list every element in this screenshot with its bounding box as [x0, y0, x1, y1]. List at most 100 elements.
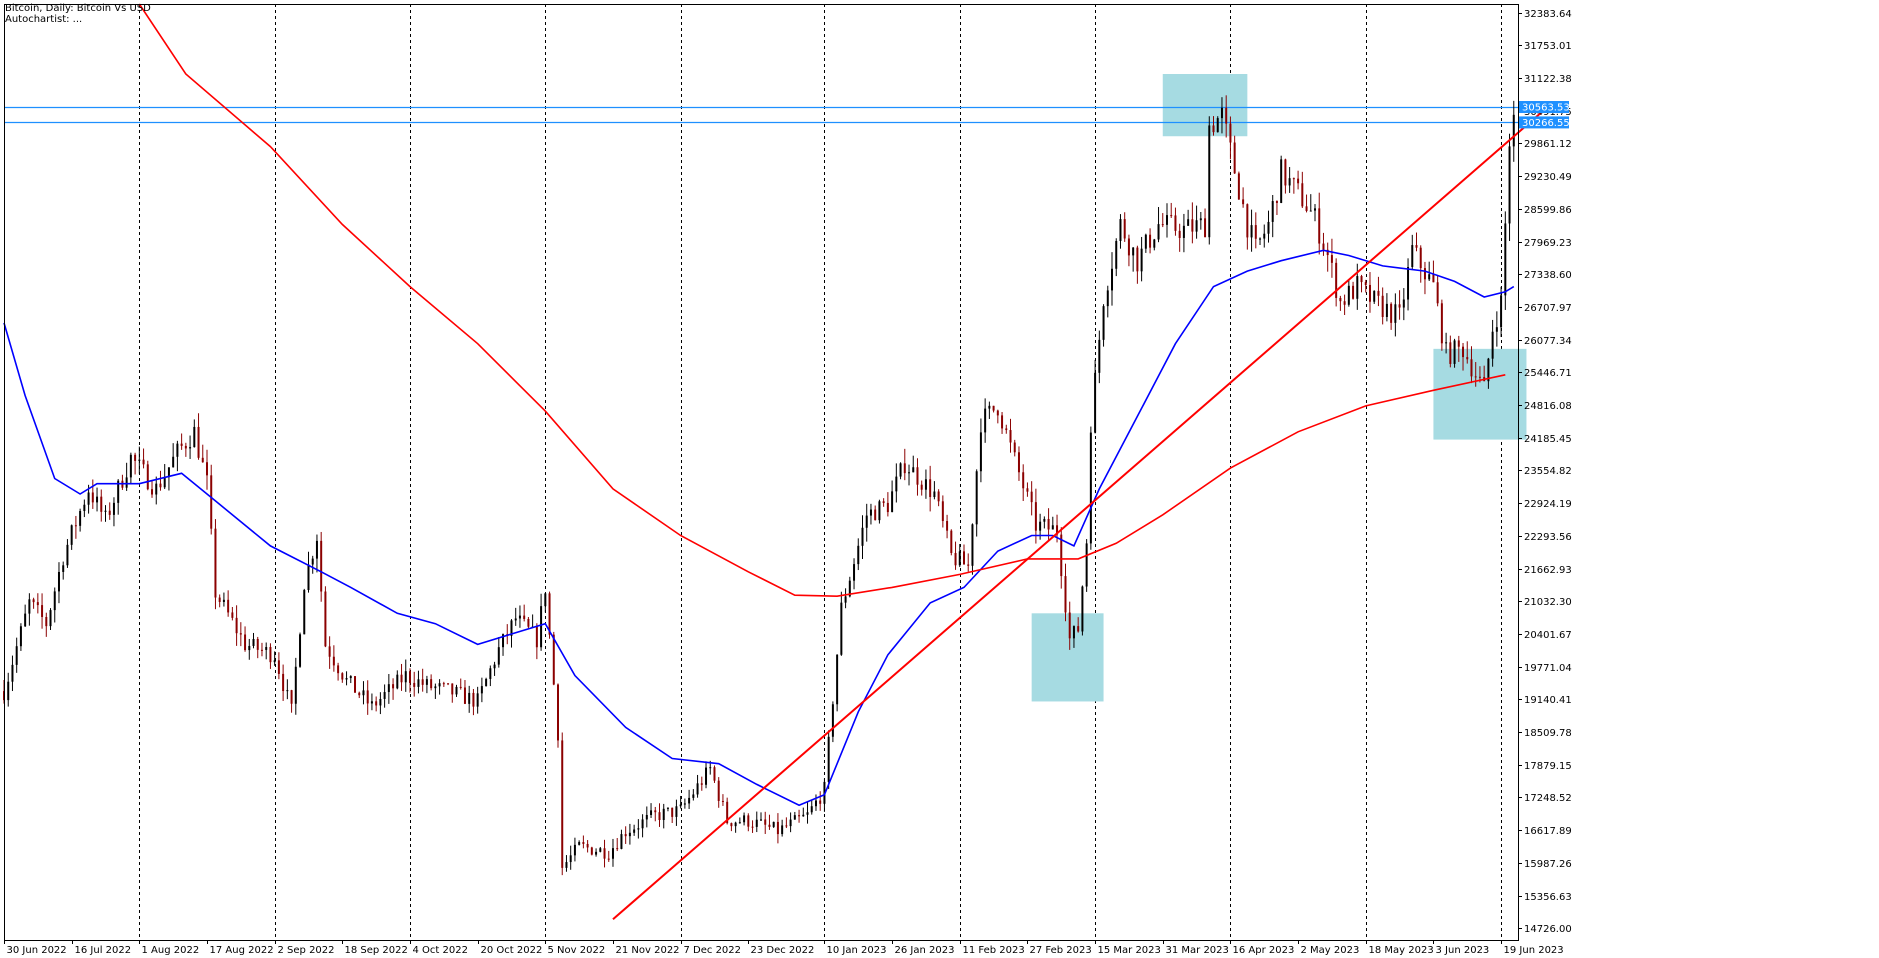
candle-body	[142, 459, 145, 465]
candle-body	[1267, 221, 1270, 234]
price-axis[interactable]: 32383.6431753.0131122.3830491.7529861.12…	[1518, 9, 1572, 935]
candle-body	[1144, 234, 1147, 249]
candle-body	[1174, 215, 1177, 231]
x-tick-label: 21 Nov 2022	[616, 945, 680, 956]
candle-body	[1271, 201, 1274, 222]
candle-body	[1123, 219, 1126, 239]
candle-body	[869, 509, 872, 516]
trendline-group	[612, 106, 1549, 921]
candle-body	[332, 656, 335, 666]
candle-body	[167, 467, 170, 478]
candle-body	[552, 634, 555, 685]
candle-body	[1423, 268, 1426, 280]
candle-body	[1187, 219, 1190, 226]
y-tick-label: 27969.23	[1524, 238, 1572, 249]
candle-body	[1094, 372, 1097, 433]
candle-body	[485, 678, 488, 687]
candle-body	[74, 525, 77, 527]
candle-body	[616, 848, 619, 850]
candle-body	[1233, 142, 1236, 174]
candle-body	[1085, 543, 1088, 587]
candle-body	[908, 472, 911, 474]
candle-body	[705, 767, 708, 785]
candle-body	[764, 819, 767, 825]
candle-body	[730, 823, 733, 827]
candle-body	[1081, 586, 1084, 632]
candle-body	[1216, 118, 1219, 133]
candle-body	[151, 489, 154, 495]
candle-body	[66, 544, 69, 566]
x-tick-label: 18 Sep 2022	[345, 945, 408, 956]
candle-body	[1250, 225, 1253, 238]
candle-body	[176, 443, 179, 457]
candle-body	[1068, 612, 1071, 639]
candle-body	[438, 683, 441, 687]
candle-body	[1330, 255, 1333, 263]
candle-body	[988, 405, 991, 409]
candle-body	[958, 551, 961, 566]
candle-body	[561, 740, 564, 868]
price-levels	[4, 106, 1518, 124]
candle-body	[683, 803, 686, 805]
candle-body	[1356, 276, 1359, 299]
candle-body	[789, 819, 792, 827]
candle-body	[1428, 274, 1431, 280]
candle-body	[1009, 430, 1012, 443]
x-tick-label: 1 Aug 2022	[142, 945, 200, 956]
y-tick-label: 31122.38	[1524, 74, 1572, 85]
x-tick-label: 17 Aug 2022	[210, 945, 274, 956]
candle-body	[755, 819, 758, 827]
candle-body	[1343, 301, 1346, 305]
candle-body	[565, 862, 568, 868]
candle-body	[459, 686, 462, 688]
candle-body	[1474, 376, 1477, 378]
x-tick-label: 18 May 2023	[1369, 945, 1434, 956]
x-tick-label: 19 Jun 2023	[1504, 945, 1564, 956]
candle-body	[1470, 359, 1473, 377]
candle-body	[315, 540, 318, 559]
candle-body	[1487, 358, 1490, 382]
candle-body	[760, 819, 762, 821]
candle-body	[628, 832, 631, 837]
candle-body	[32, 599, 35, 603]
time-axis[interactable]: 30 Jun 2022 16 Jul 2022 1 Aug 2022 17 Aug 2…	[4, 940, 1564, 956]
chart-frame	[4, 4, 1519, 941]
candle-body	[112, 502, 115, 515]
candle-body	[1195, 220, 1198, 232]
candle-body	[451, 683, 454, 695]
candle-body	[354, 676, 357, 693]
candle-body	[1335, 262, 1338, 298]
candle-body	[1415, 245, 1418, 248]
candle-body	[1022, 472, 1025, 489]
candle-body	[70, 525, 73, 545]
candle-body	[1259, 238, 1262, 240]
candle-body	[941, 501, 944, 522]
candle-body	[1047, 518, 1050, 530]
candle-body	[785, 825, 788, 827]
candle-body	[1001, 415, 1004, 429]
candle-body	[1056, 525, 1059, 535]
candle-body	[468, 692, 471, 704]
candle-body	[235, 617, 238, 634]
candle-body	[726, 801, 729, 824]
candle-body	[996, 410, 999, 416]
candle-body	[1013, 442, 1016, 453]
candle-body	[1072, 626, 1075, 639]
candle-body	[442, 683, 445, 685]
candle-body	[844, 596, 847, 603]
candle-body	[108, 510, 111, 515]
candle-body	[96, 496, 99, 503]
candle-body	[675, 806, 678, 817]
candle-body	[15, 646, 18, 665]
candle-body	[19, 626, 22, 647]
y-tick-label: 19140.41	[1524, 695, 1572, 706]
candle-body	[286, 690, 289, 692]
candle-body	[510, 620, 513, 636]
candle-body	[1309, 210, 1312, 212]
candle-body	[1212, 125, 1215, 133]
price-tag	[1519, 101, 1569, 114]
candle-body	[1478, 376, 1481, 378]
candle-body	[1111, 268, 1114, 291]
